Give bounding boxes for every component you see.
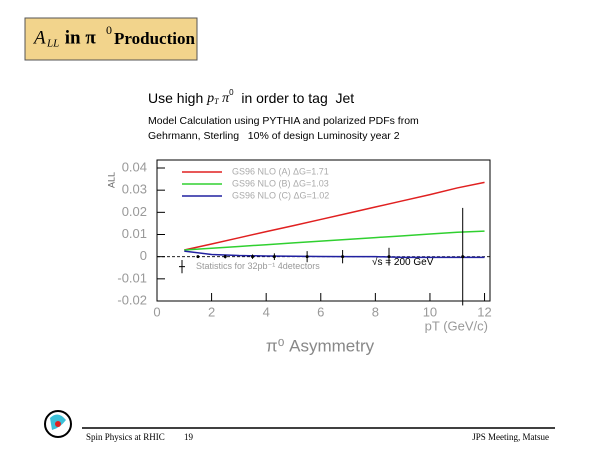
y-tick-label: 0.04 bbox=[122, 159, 147, 174]
headline-p: p bbox=[206, 91, 214, 106]
x-tick-label: 4 bbox=[263, 304, 270, 319]
legend-label: GS96 NLO (B) ΔG=1.03 bbox=[232, 178, 329, 188]
note: Gehrmann, Sterling 10% of design Luminos… bbox=[148, 130, 400, 142]
headline: Use high pT π0 in order to tag Jet bbox=[0, 88, 366, 106]
headline-pre: Use high bbox=[148, 90, 207, 106]
title-sup: 0 bbox=[106, 23, 112, 37]
headline-post: in order to tag Jet bbox=[234, 90, 355, 106]
stat-point bbox=[387, 255, 391, 259]
footer-page: 19 bbox=[184, 432, 194, 442]
chart-title: π⁰ Asymmetry bbox=[266, 336, 375, 355]
title-box bbox=[24, 17, 198, 61]
x-axis-label: pT (GeV/c) bbox=[425, 318, 488, 333]
note: Model Calculation using PYTHIA and polar… bbox=[148, 115, 419, 127]
title-sub: LL bbox=[46, 38, 59, 50]
y-tick-label: -0.02 bbox=[117, 292, 147, 307]
logo-dot bbox=[55, 421, 61, 427]
title-a: A bbox=[32, 27, 46, 48]
footer-left: Spin Physics at RHIC bbox=[86, 432, 165, 442]
legend-label: GS96 NLO (A) ΔG=1.71 bbox=[232, 166, 329, 176]
headline-psub: T bbox=[214, 97, 219, 106]
legend-label: GS96 NLO (C) ΔG=1.02 bbox=[232, 190, 329, 200]
x-tick-label: 12 bbox=[477, 304, 491, 319]
stat-point bbox=[341, 255, 345, 259]
stat-point bbox=[251, 255, 255, 259]
stat-point bbox=[305, 255, 309, 259]
legend-label: Statistics for 32pb⁻¹ 4detectors bbox=[196, 261, 320, 271]
series-line bbox=[184, 250, 485, 259]
x-tick-label: 2 bbox=[208, 304, 215, 319]
title-end: Production bbox=[114, 29, 195, 48]
x-tick-label: 0 bbox=[153, 304, 160, 319]
stat-point bbox=[461, 255, 465, 259]
series-line bbox=[184, 230, 485, 251]
y-tick-label: 0 bbox=[140, 248, 147, 263]
headline-pi: π bbox=[219, 91, 231, 106]
title-mid: in π bbox=[60, 27, 96, 48]
y-axis-label: ALL bbox=[106, 172, 116, 188]
plot-frame bbox=[156, 159, 491, 302]
footer-right: JPS Meeting, Matsue bbox=[472, 432, 549, 442]
x-tick-label: 8 bbox=[372, 304, 379, 319]
y-tick-label: -0.01 bbox=[117, 270, 147, 285]
y-tick-label: 0.02 bbox=[122, 204, 147, 219]
x-tick-label: 6 bbox=[317, 304, 324, 319]
y-tick-label: 0.01 bbox=[122, 226, 147, 241]
stat-point bbox=[223, 255, 227, 259]
y-tick-label: 0.03 bbox=[122, 182, 147, 197]
annotation: √s = 200 GeV bbox=[372, 256, 434, 268]
stat-point bbox=[272, 255, 276, 259]
x-tick-label: 10 bbox=[423, 304, 437, 319]
stat-point bbox=[196, 255, 200, 259]
series-line bbox=[184, 181, 485, 251]
headline-pisup: 0 bbox=[229, 88, 234, 97]
